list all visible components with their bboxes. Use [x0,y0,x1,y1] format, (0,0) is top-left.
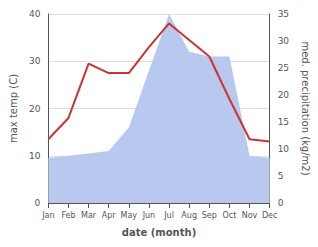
svg-text:Sep: Sep [202,211,217,220]
svg-text:Oct: Oct [222,211,236,220]
svg-text:date (month): date (month) [122,227,196,238]
svg-text:Jun: Jun [142,211,156,220]
svg-text:5: 5 [278,171,284,181]
svg-text:Nov: Nov [242,211,258,220]
svg-text:10: 10 [29,151,41,161]
svg-text:40: 40 [29,9,41,19]
svg-text:15: 15 [278,117,289,127]
svg-text:0: 0 [35,198,41,208]
svg-text:Mar: Mar [81,211,97,220]
svg-text:10: 10 [278,144,290,154]
svg-text:Jul: Jul [163,211,174,220]
svg-text:Dec: Dec [262,211,277,220]
svg-text:20: 20 [29,104,41,114]
svg-text:Aug: Aug [181,211,197,220]
svg-text:Jan: Jan [41,211,54,220]
svg-text:30: 30 [278,36,290,46]
svg-text:May: May [121,211,138,220]
svg-text:30: 30 [29,56,41,66]
svg-text:20: 20 [278,90,290,100]
svg-text:Apr: Apr [102,211,117,220]
svg-text:med. precipitation (kg/m2): med. precipitation (kg/m2) [300,41,311,175]
svg-text:25: 25 [278,63,289,73]
svg-text:0: 0 [278,198,284,208]
svg-text:Feb: Feb [61,211,75,220]
svg-text:max temp (C): max temp (C) [8,74,19,143]
svg-text:35: 35 [278,9,289,19]
